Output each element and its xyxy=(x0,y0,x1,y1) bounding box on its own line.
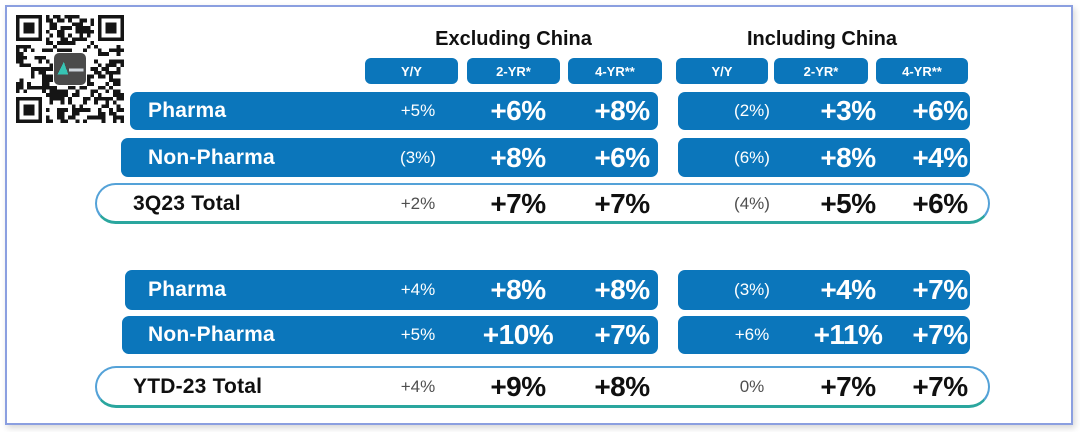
s2-pharma-bar-including xyxy=(678,270,970,310)
s1-total-exc-yy: +2% xyxy=(400,193,436,213)
qr-logo-glyph xyxy=(57,61,84,75)
s1-pharma-inc-yy: (2%) xyxy=(734,101,770,120)
s2-nonpharma-inc-2yr: +11% xyxy=(813,319,883,350)
col-header-exc-2yr: 2-YR* xyxy=(467,58,560,84)
s1-total-inc-4yr: +6% xyxy=(912,187,968,219)
s1-pharma-bar-excluding xyxy=(130,92,658,130)
s2-total-exc-yy: +4% xyxy=(400,377,436,396)
qr-code xyxy=(16,15,124,123)
s1-pharma-exc-2yr: +6% xyxy=(490,95,546,126)
s1-nonpharma-bar-including xyxy=(678,138,970,177)
s2-nonpharma-bar-excluding xyxy=(122,316,658,354)
s1-total-exc-2yr: +7% xyxy=(490,187,546,219)
col-header-exc-yy: Y/Y xyxy=(365,58,458,84)
s2-total-label: YTD-23 Total xyxy=(133,375,263,398)
s2-total-inc-yy: 0% xyxy=(739,377,765,396)
s2-nonpharma-inc-yy: +6% xyxy=(734,325,770,344)
s1-total-label: 3Q23 Total xyxy=(133,191,241,215)
s2-total-pill xyxy=(95,366,990,408)
s2-total-exc-4yr: +8% xyxy=(594,371,650,402)
s1-pharma-exc-yy: +5% xyxy=(400,101,436,120)
s2-pharma-inc-yy: (3%) xyxy=(734,280,770,299)
s1-total-pill xyxy=(95,183,990,224)
s2-nonpharma-exc-yy: +5% xyxy=(400,325,436,344)
s1-pharma-bar-including xyxy=(678,92,970,130)
s1-nonpharma-inc-yy: (6%) xyxy=(734,147,770,167)
s1-nonpharma-bar-excluding xyxy=(121,138,658,177)
s1-nonpharma-exc-yy: (3%) xyxy=(400,147,436,167)
s2-pharma-exc-4yr: +8% xyxy=(594,274,650,305)
s2-nonpharma-exc-4yr: +7% xyxy=(594,319,650,350)
s2-nonpharma-label: Non-Pharma xyxy=(148,323,275,346)
s1-nonpharma-label: Non-Pharma xyxy=(148,145,275,169)
s2-pharma-inc-2yr: +4% xyxy=(820,274,876,305)
s2-total-exc-2yr: +9% xyxy=(490,371,546,402)
col-header-inc-yy: Y/Y xyxy=(676,58,768,84)
s1-nonpharma-exc-4yr: +6% xyxy=(594,141,650,173)
s1-pharma-inc-2yr: +3% xyxy=(820,95,876,126)
s2-pharma-bar-excluding xyxy=(125,270,658,310)
s2-nonpharma-bar-including xyxy=(678,316,970,354)
col-header-inc-4yr: 4-YR** xyxy=(876,58,968,84)
s1-nonpharma-inc-4yr: +4% xyxy=(912,141,968,173)
col-header-exc-4yr: 4-YR** xyxy=(568,58,662,84)
qr-pattern xyxy=(16,15,124,123)
s2-pharma-label: Pharma xyxy=(148,278,227,301)
col-header-inc-2yr: 2-YR* xyxy=(774,58,868,84)
s2-total-inc-4yr: +7% xyxy=(912,371,968,402)
group-header-excluding-china: Excluding China xyxy=(435,28,592,50)
s1-pharma-exc-4yr: +8% xyxy=(594,95,650,126)
s2-pharma-exc-2yr: +8% xyxy=(490,274,546,305)
s1-nonpharma-exc-2yr: +8% xyxy=(490,141,546,173)
qr-center-logo xyxy=(54,53,86,85)
s2-total-inc-2yr: +7% xyxy=(820,371,876,402)
s2-pharma-inc-4yr: +7% xyxy=(912,274,968,305)
s1-total-inc-yy: (4%) xyxy=(734,193,770,213)
group-header-including-china: Including China xyxy=(747,28,897,50)
s1-pharma-inc-4yr: +6% xyxy=(912,95,968,126)
s1-total-exc-4yr: +7% xyxy=(594,187,650,219)
s1-pharma-label: Pharma xyxy=(148,99,227,122)
s1-nonpharma-inc-2yr: +8% xyxy=(820,141,876,173)
s2-nonpharma-inc-4yr: +7% xyxy=(912,319,968,350)
s2-pharma-exc-yy: +4% xyxy=(400,280,436,299)
s2-nonpharma-exc-2yr: +10% xyxy=(482,319,554,350)
s1-total-inc-2yr: +5% xyxy=(820,187,876,219)
